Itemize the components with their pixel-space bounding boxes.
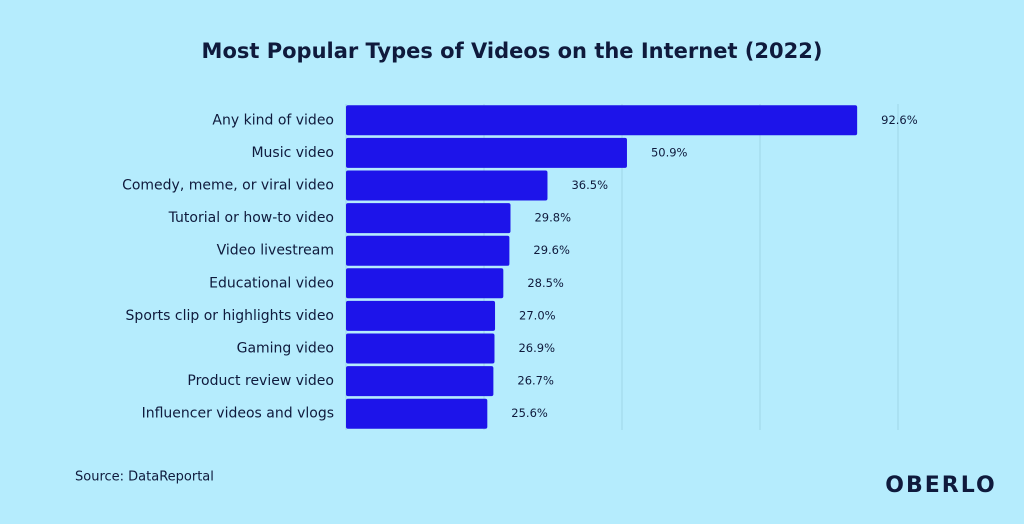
source: Source: DataReportal	[75, 470, 214, 485]
bar	[346, 333, 495, 364]
y-tick-label: Any kind of video	[212, 112, 334, 128]
value-label: 26.9%	[518, 341, 555, 355]
value-label: 29.8%	[534, 211, 571, 225]
bar	[346, 398, 488, 429]
value-label: 28.5%	[527, 276, 564, 290]
bar	[346, 137, 627, 168]
y-tick-label: Educational video	[209, 275, 334, 291]
value-label: 27.0%	[519, 308, 556, 322]
bar	[346, 235, 510, 266]
value-label: 50.9%	[651, 145, 688, 159]
value-label: 92.6%	[881, 113, 918, 127]
y-tick-label: Sports clip or highlights video	[126, 308, 334, 324]
y-tick-label: Influencer videos and vlogs	[142, 406, 334, 422]
chart-title: Most Popular Types of Videos on the Inte…	[202, 39, 823, 63]
value-label: 26.7%	[517, 374, 554, 388]
value-label: 25.6%	[511, 406, 548, 420]
bar	[346, 366, 494, 397]
bar	[346, 268, 504, 299]
value-label: 36.5%	[571, 178, 608, 192]
bar	[346, 170, 548, 201]
bar	[346, 300, 496, 331]
y-tick-label: Tutorial or how-to video	[168, 210, 334, 226]
logo: OBERLO	[885, 473, 996, 498]
y-tick-label: Comedy, meme, or viral video	[122, 178, 334, 194]
y-tick-label: Music video	[251, 145, 334, 161]
bar	[346, 203, 511, 234]
y-tick-label: Video livestream	[217, 243, 334, 259]
y-tick-label: Product review video	[187, 373, 334, 389]
bar	[346, 105, 858, 136]
value-label: 29.6%	[533, 243, 570, 257]
y-tick-label: Gaming video	[237, 341, 334, 357]
